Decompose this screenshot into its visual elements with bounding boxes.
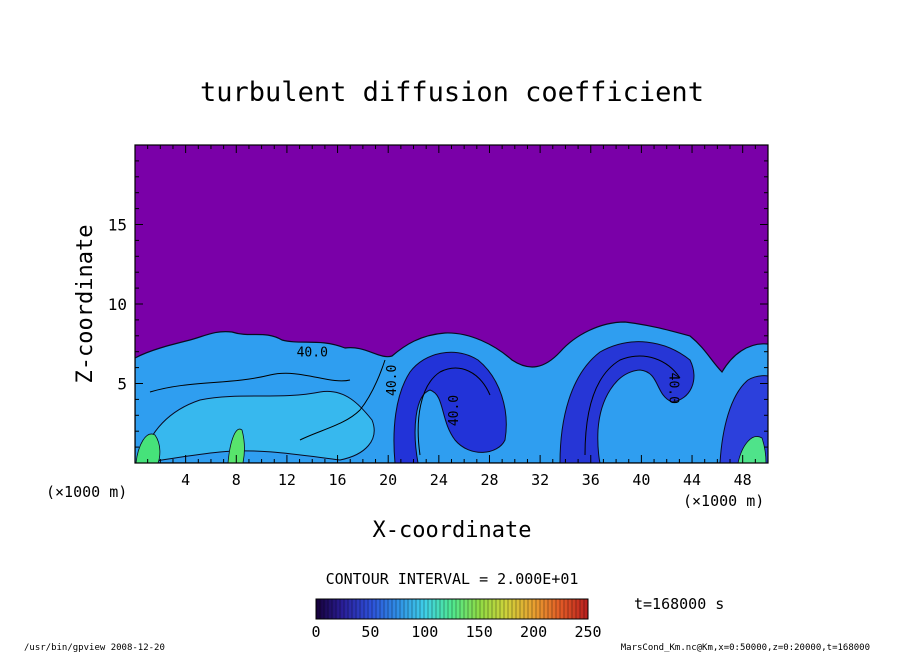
contour-interval-text: CONTOUR INTERVAL = 2.000E+01 <box>326 570 579 588</box>
contour-label: 40.0 <box>385 365 400 396</box>
contour-line-4 <box>299 359 386 441</box>
contour-line-2 <box>417 367 491 456</box>
x-tick-label: 40 <box>632 471 650 489</box>
colorbar-tick-label: 150 <box>466 623 493 641</box>
strong-mixing-zone-1 <box>135 433 161 463</box>
contour-line-3 <box>584 355 681 456</box>
colorbar-tick-label: 200 <box>520 623 547 641</box>
colorbar-ticks: 0 50 100 150 200 250 <box>311 623 601 641</box>
colorbar-stripes <box>319 599 585 619</box>
shear-region-left <box>139 390 375 463</box>
convective-cell-a <box>393 351 507 463</box>
footer-right: MarsCond_Km.nc@Km,x=0:50000,z=0:20000,t=… <box>621 643 870 653</box>
y-tick-label: 10 <box>108 295 127 314</box>
y-tick-label: 15 <box>108 216 127 235</box>
contour-labels: 40.0 40.0 40.0 40.0 <box>297 345 681 426</box>
x-tick-label: 44 <box>683 471 701 489</box>
strong-mixing-zone-3 <box>737 436 767 463</box>
y-axis-label: Z-coordinate <box>73 225 98 384</box>
time-label: t=168000 s <box>634 595 724 613</box>
x-axis-label: X-coordinate <box>373 518 532 543</box>
x-tick-label: 48 <box>734 471 752 489</box>
x-tick-label: 36 <box>582 471 600 489</box>
plot-area <box>135 145 768 463</box>
x-tick-label: 8 <box>232 471 241 489</box>
x-tick-label: 20 <box>379 471 397 489</box>
contour-label: 40.0 <box>447 395 462 426</box>
colorbar-tick-label: 100 <box>411 623 438 641</box>
x-tick-label: 32 <box>531 471 549 489</box>
x-axis-unit-right: (×1000 m) <box>683 492 764 510</box>
x-tick-label: 16 <box>329 471 347 489</box>
contour-label: 40.0 <box>297 345 328 360</box>
x-axis-unit-left: (×1000 m) <box>46 483 127 501</box>
x-tick-label: 4 <box>181 471 190 489</box>
colorbar-tick-label: 250 <box>574 623 601 641</box>
chart-title: turbulent diffusion coefficient <box>200 77 704 108</box>
strong-mixing-zone-2 <box>227 428 245 463</box>
colorbar-tick-label: 50 <box>361 623 379 641</box>
x-tick-label: 12 <box>278 471 296 489</box>
convective-cell-b <box>559 341 695 463</box>
footer-left: /usr/bin/gpview 2008-12-20 <box>24 643 165 653</box>
contour-label: 40.0 <box>665 373 680 404</box>
colorbar-tick-label: 0 <box>311 623 320 641</box>
contour-line-1 <box>149 372 351 393</box>
x-tick-label: 24 <box>430 471 448 489</box>
x-tick-label: 28 <box>480 471 498 489</box>
y-tick-label: 5 <box>117 375 127 394</box>
